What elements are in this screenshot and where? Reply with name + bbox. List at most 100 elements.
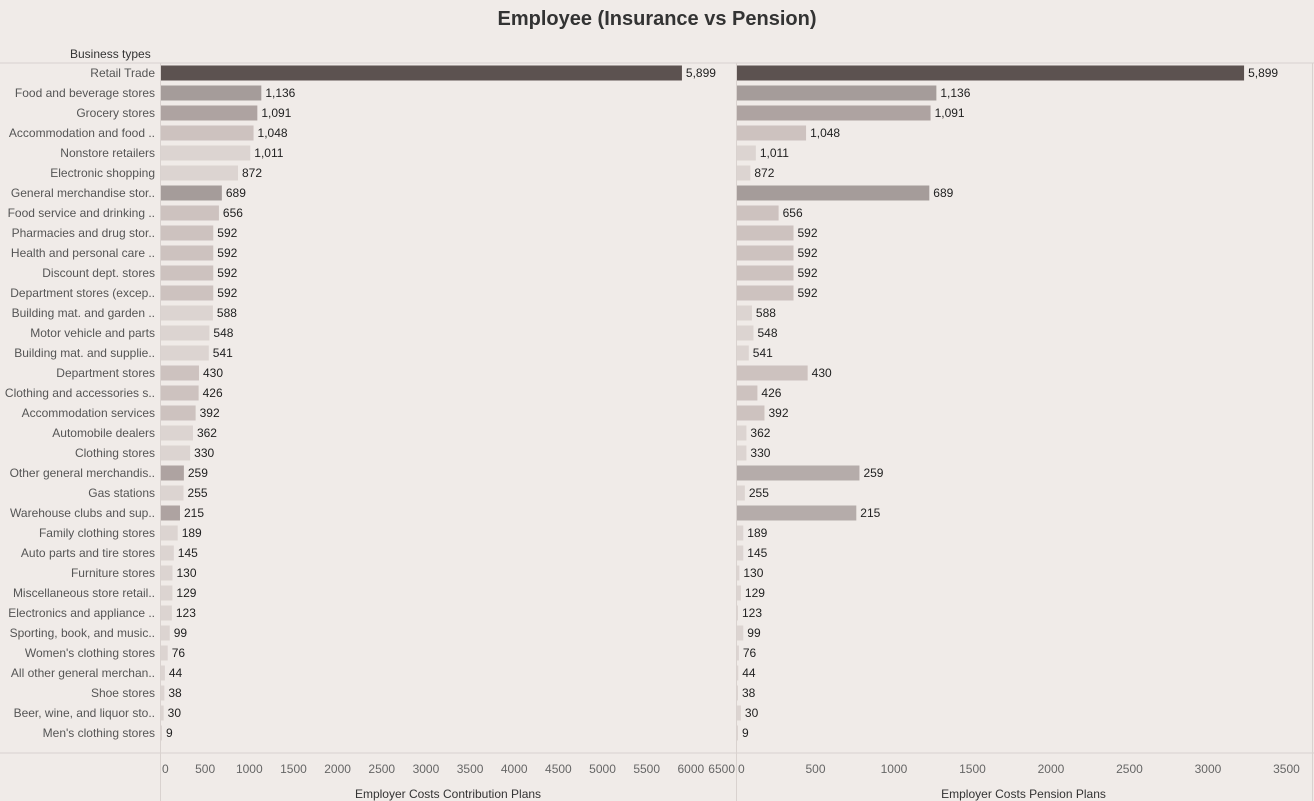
bar: [161, 525, 178, 541]
bar: [737, 205, 779, 221]
bar: [161, 265, 214, 281]
data-label: 656: [223, 206, 243, 220]
bar: [161, 85, 262, 101]
data-label: 44: [742, 666, 756, 680]
tick-label: 1500: [280, 762, 307, 776]
data-label: 689: [933, 186, 953, 200]
data-label: 5,899: [686, 66, 716, 80]
category-label: Pharmacies and drug stor..: [12, 226, 155, 240]
x-axis-label: Employer Costs Pension Plans: [941, 787, 1106, 801]
tick-label: 5500: [633, 762, 660, 776]
bar: [737, 465, 860, 481]
data-label: 592: [798, 266, 818, 280]
bar: [737, 545, 744, 561]
tick-label: 1000: [236, 762, 263, 776]
data-label: 592: [798, 246, 818, 260]
tick-label: 4000: [501, 762, 528, 776]
category-label: Other general merchandis..: [10, 466, 155, 480]
bar: [737, 245, 794, 261]
data-label: 330: [750, 446, 770, 460]
bar: [161, 105, 258, 121]
data-label: 76: [172, 646, 186, 660]
data-label: 872: [242, 166, 262, 180]
bar: [737, 585, 741, 601]
data-label: 392: [200, 406, 220, 420]
bar: [161, 585, 173, 601]
bar: [161, 485, 184, 501]
bar: [161, 545, 174, 561]
data-label: 9: [742, 726, 749, 740]
category-label: Health and personal care ..: [11, 246, 155, 260]
data-label: 123: [176, 606, 196, 620]
tick-label: 3500: [457, 762, 484, 776]
bar: [737, 485, 745, 501]
data-label: 129: [176, 586, 196, 600]
data-label: 145: [178, 546, 198, 560]
tick-label: 2000: [1038, 762, 1065, 776]
data-label: 30: [168, 706, 182, 720]
data-label: 215: [184, 506, 204, 520]
category-label: Warehouse clubs and sup..: [10, 506, 155, 520]
bar: [737, 85, 937, 101]
bar: [737, 285, 794, 301]
bar: [161, 425, 193, 441]
bar: [161, 365, 199, 381]
data-label: 1,011: [760, 146, 789, 160]
data-label: 189: [747, 526, 767, 540]
category-label: Miscellaneous store retail..: [13, 586, 155, 600]
tick-label: 6500: [708, 762, 735, 776]
data-label: 145: [747, 546, 767, 560]
category-label: Beer, wine, and liquor sto..: [14, 706, 155, 720]
tick-label: 500: [195, 762, 215, 776]
bar: [161, 305, 213, 321]
data-label: 255: [188, 486, 208, 500]
data-label: 1,091: [261, 106, 291, 120]
category-label: Family clothing stores: [39, 526, 155, 540]
data-label: 592: [217, 246, 237, 260]
bar: [737, 605, 738, 621]
category-label: Retail Trade: [90, 66, 155, 80]
data-label: 330: [194, 446, 214, 460]
x-axis-label: Employer Costs Contribution Plans: [355, 787, 541, 801]
bar: [161, 705, 164, 721]
category-label: Food and beverage stores: [15, 86, 155, 100]
bar: [161, 605, 172, 621]
category-label: Automobile dealers: [52, 426, 155, 440]
tick-label: 500: [805, 762, 825, 776]
bar: [161, 445, 191, 461]
data-label: 541: [753, 346, 773, 360]
bar: [737, 505, 857, 521]
category-label: Building mat. and garden ..: [12, 306, 155, 320]
category-label: Clothing and accessories s..: [5, 386, 155, 400]
data-label: 9: [166, 726, 173, 740]
bar: [161, 245, 214, 261]
bar: [161, 225, 214, 241]
category-label: Department stores: [56, 366, 155, 380]
tick-label: 6000: [677, 762, 704, 776]
category-label: Accommodation and food ..: [9, 126, 155, 140]
bar: [161, 505, 180, 521]
data-label: 1,048: [810, 126, 840, 140]
data-label: 215: [860, 506, 880, 520]
category-label: General merchandise stor..: [11, 186, 155, 200]
data-label: 362: [197, 426, 217, 440]
category-label: Electronic shopping: [50, 166, 155, 180]
data-label: 592: [798, 286, 818, 300]
data-label: 129: [745, 586, 765, 600]
bar: [161, 725, 162, 741]
bar: [737, 425, 747, 441]
bar: [737, 625, 744, 641]
bar: [737, 565, 740, 581]
data-label: 130: [743, 566, 763, 580]
data-label: 656: [783, 206, 803, 220]
tick-label: 3000: [413, 762, 440, 776]
bar: [161, 465, 184, 481]
data-label: 38: [168, 686, 182, 700]
category-label: Sporting, book, and music..: [10, 626, 155, 640]
bar: [737, 125, 807, 141]
category-label: Discount dept. stores: [42, 266, 155, 280]
data-label: 592: [217, 226, 237, 240]
tick-label: 2500: [1116, 762, 1143, 776]
data-label: 430: [812, 366, 832, 380]
